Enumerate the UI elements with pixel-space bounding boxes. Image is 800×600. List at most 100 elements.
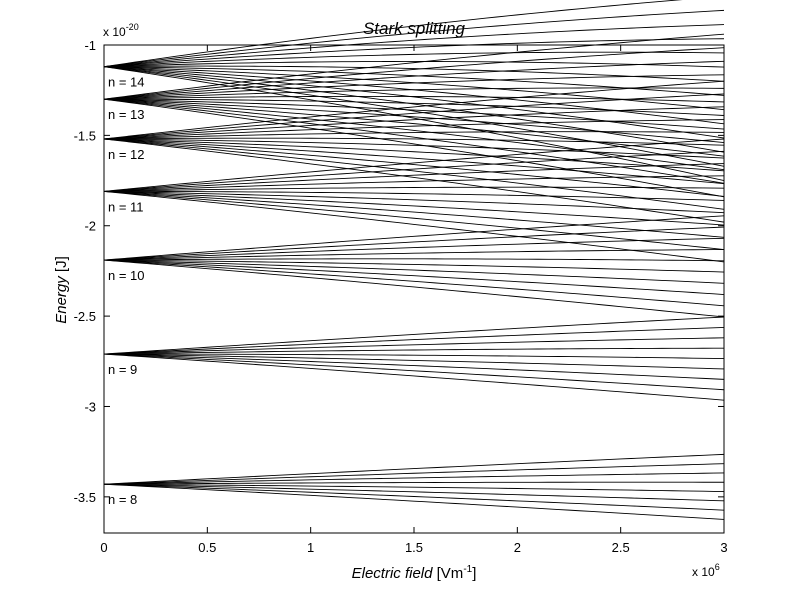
x-axis-label: Electric field [Vm-1]: [352, 564, 477, 582]
stark-curve-n13: [103, 60, 725, 100]
stark-curve-n10: [103, 259, 725, 284]
y-tick-label: -2.5: [74, 309, 96, 324]
stark-curve-n13: [103, 98, 725, 116]
level-label-n8: n = 8: [108, 492, 137, 507]
x-tick-label: 1.5: [405, 540, 423, 555]
chart-title: Stark splitting: [363, 19, 466, 38]
stark-curve-n14: [103, 66, 725, 139]
stark-curve-n13: [103, 98, 725, 157]
stark-curve-n14: [103, 9, 725, 68]
stark-curve-n12: [103, 119, 725, 140]
x-tick-label: 0.5: [198, 540, 216, 555]
stark-curve-n10: [103, 237, 725, 261]
x-tick-label: 3: [720, 540, 727, 555]
stark-curve-n10: [103, 258, 725, 262]
stark-curve-n11: [103, 186, 725, 192]
stark-curves: [103, 0, 725, 520]
stark-curve-n10: [103, 215, 725, 261]
level-labels: n = 8 n = 9 n = 10 n = 11 n = 12 n = 13 n = 14: [108, 75, 145, 508]
plot-frame: [103, 44, 725, 534]
stark-curve-n8: [103, 481, 725, 485]
stark-curve-n12: [103, 138, 725, 172]
stark-curve-n8: [103, 472, 725, 485]
stark-curve-n9: [103, 353, 725, 401]
stark-curve-n12: [103, 131, 725, 140]
stark-curve-n11: [103, 138, 725, 192]
stark-curve-n13: [103, 33, 725, 100]
stark-curve-n9: [103, 337, 725, 355]
level-label-n14: n = 14: [108, 75, 145, 90]
stark-curve-n12: [103, 138, 725, 185]
y-axis-multiplier: x 10-20: [103, 22, 139, 39]
stark-curve-n14: [103, 51, 725, 68]
stark-curve-n10: [103, 259, 725, 307]
stark-curve-n8: [103, 453, 725, 485]
x-tick-label: 2: [514, 540, 521, 555]
stark-curve-n9: [103, 353, 725, 370]
stark-curve-n12: [103, 80, 725, 140]
stark-curve-n9: [103, 353, 725, 391]
stark-curve-n12: [103, 138, 725, 223]
stark-curve-n12: [103, 138, 725, 210]
stark-curve-n14: [103, 24, 725, 68]
level-label-n13: n = 13: [108, 107, 145, 122]
stark-curve-n14: [103, 66, 725, 181]
x-tick-label: 0: [100, 540, 107, 555]
stark-curve-n11: [103, 190, 725, 263]
stark-curve-n11: [103, 190, 725, 238]
axis-ticks: 0 0.5 1 1.5 2 2.5 3 -1 -1.5 -2 -2.5 -3 -3.5: [74, 38, 728, 555]
stark-curve-n13: [103, 98, 725, 184]
stark-curve-n9: [103, 326, 725, 355]
stark-curve-n14: [103, 66, 725, 96]
stark-curve-n14: [103, 0, 683, 68]
stark-curve-n11: [103, 150, 725, 192]
stark-curve-n10: [103, 249, 725, 261]
stark-curve-n8: [103, 483, 725, 502]
stark-curve-n8: [103, 483, 725, 520]
stark-curve-n13: [103, 47, 725, 100]
stark-curve-n8: [103, 463, 725, 485]
y-tick-label: -1.5: [74, 128, 96, 143]
stark-curve-n14: [103, 65, 725, 82]
stark-curve-n10: [103, 226, 725, 261]
x-axis-multiplier: x 106: [692, 562, 720, 579]
y-tick-label: -3.5: [74, 490, 96, 505]
level-label-n10: n = 10: [108, 268, 145, 283]
stark-curve-n14: [103, 66, 725, 111]
stark-curve-n14: [103, 66, 725, 153]
stark-curve-n11: [103, 175, 725, 192]
stark-curve-n13: [103, 98, 725, 171]
stark-curve-n8: [103, 483, 725, 511]
stark-curve-n11: [103, 190, 725, 214]
stark-curve-n9: [103, 316, 725, 355]
stark-curve-n8: [103, 483, 725, 493]
level-label-n11: n = 11: [108, 199, 144, 214]
stark-curve-n13: [103, 98, 725, 144]
stark-curve-n13: [103, 98, 725, 130]
stark-curve-n12: [103, 138, 725, 197]
level-label-n9: n = 9: [108, 362, 137, 377]
y-axis-label: Energy [J]: [53, 256, 70, 324]
stark-curve-n11: [103, 190, 725, 251]
stark-curve-n13: [103, 98, 725, 198]
stark-curve-n9: [104, 353, 725, 360]
stark-curve-n10: [103, 259, 725, 295]
stark-curve-n10: [103, 259, 725, 273]
y-tick-label: -3: [84, 399, 96, 414]
stark-curve-n14: [103, 61, 725, 68]
stark-curve-n12: [103, 138, 725, 159]
stark-curve-n14: [103, 66, 725, 167]
stark-curve-n9: [103, 353, 725, 380]
stark-curve-n11: [103, 190, 725, 226]
x-tick-label: 2.5: [612, 540, 630, 555]
stark-curve-n12: [103, 137, 725, 146]
y-tick-label: -1: [84, 38, 96, 53]
x-tick-label: 1: [307, 540, 314, 555]
y-tick-label: -2: [84, 219, 96, 234]
stark-curve-n9: [103, 347, 725, 355]
level-label-n12: n = 12: [108, 147, 145, 162]
stark-curve-n11: [104, 190, 725, 201]
stark-curve-n14: [103, 66, 725, 125]
stark-curve-n10: [103, 259, 725, 318]
